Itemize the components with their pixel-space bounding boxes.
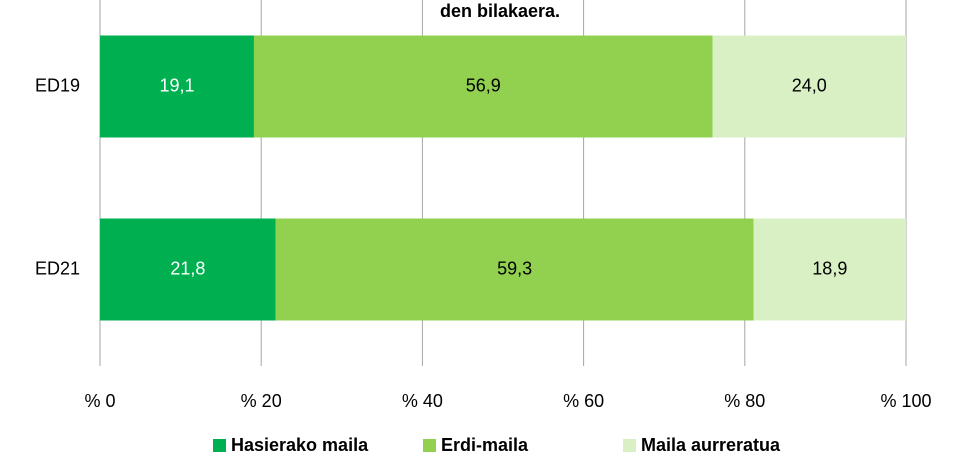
data-label: 19,1: [159, 75, 194, 95]
x-tick-label: % 60: [563, 391, 604, 411]
data-label: 21,8: [170, 258, 205, 278]
bar-segment: [253, 35, 713, 138]
bar-segment: [753, 218, 906, 321]
data-label: 56,9: [466, 75, 501, 95]
data-label: 59,3: [497, 258, 532, 278]
bar-segment: [275, 218, 754, 321]
x-tick-label: % 0: [84, 391, 115, 411]
y-tick-label: ED19: [35, 75, 80, 95]
legend-label: Maila aurreratua: [641, 435, 781, 455]
legend-label: Erdi-maila: [441, 435, 529, 455]
chart-title: den bilakaera.: [440, 1, 560, 21]
legend-swatch: [213, 439, 226, 452]
y-tick-label: ED21: [35, 258, 80, 278]
bar-segment: [712, 35, 906, 138]
x-tick-label: % 80: [724, 391, 765, 411]
legend-swatch: [423, 439, 436, 452]
data-label: 18,9: [812, 258, 847, 278]
data-label: 24,0: [792, 75, 827, 95]
bar-segment: [100, 218, 276, 321]
bar-segment: [100, 35, 254, 138]
x-tick-label: % 100: [880, 391, 931, 411]
x-tick-label: % 20: [241, 391, 282, 411]
legend-label: Hasierako maila: [231, 435, 369, 455]
x-tick-label: % 40: [402, 391, 443, 411]
legend-swatch: [623, 439, 636, 452]
